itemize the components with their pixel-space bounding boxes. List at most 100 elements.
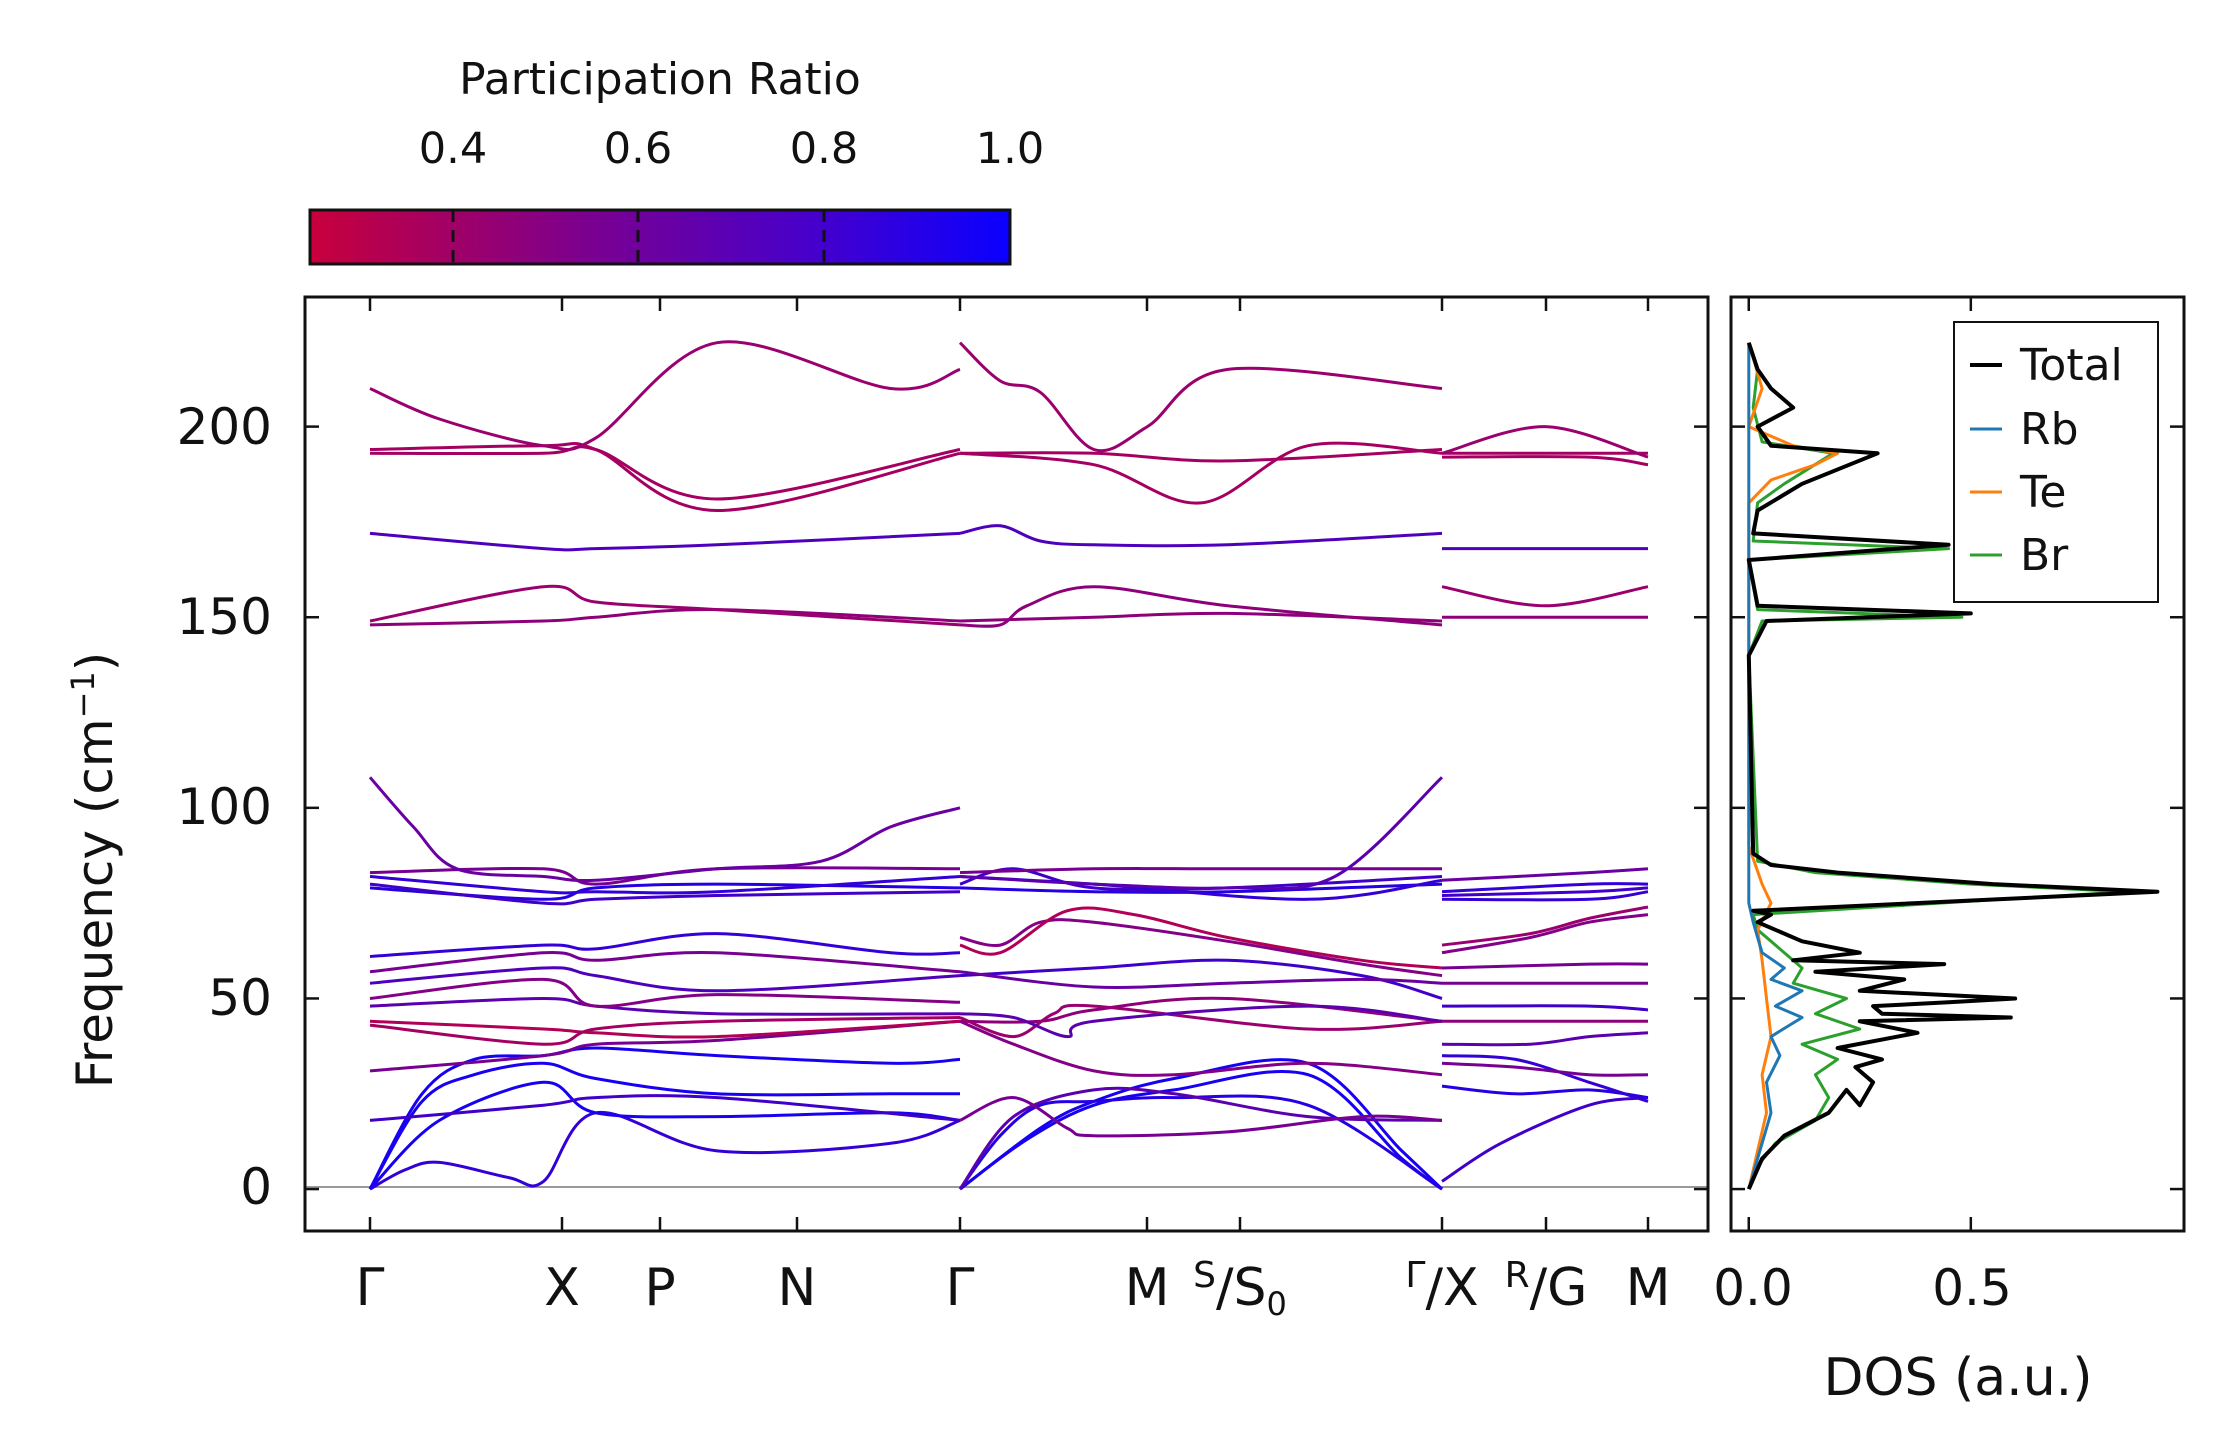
phonon-band <box>959 1004 1443 1039</box>
k-label-rg-top: R <box>1505 1255 1530 1296</box>
phonon-band <box>1441 867 1649 882</box>
phonon-band <box>959 776 1444 891</box>
k-label-s-subscript: 0 <box>1267 1285 1287 1323</box>
y-axis-label-main: Frequency (cm <box>66 718 124 1088</box>
phonon-band <box>1441 905 1649 947</box>
x-tick-label: 0.0 <box>1713 1259 1793 1317</box>
phonon-band <box>959 524 1443 548</box>
y-tick-label: 150 <box>177 588 272 646</box>
phonon-band <box>369 531 961 552</box>
k-label-m: M <box>1125 1258 1170 1318</box>
dos-series-total <box>1746 342 2160 1190</box>
colorbar: Participation Ratio 0.4 0.6 0.8 1.0 <box>308 54 1044 266</box>
phonon-band <box>369 932 961 958</box>
phonon-band <box>369 966 961 993</box>
legend-label-total: Total <box>2019 340 2123 391</box>
band-axis-ticks <box>305 297 1708 1231</box>
phonon-band <box>1441 1061 1649 1077</box>
phonon-band <box>959 1003 1443 1039</box>
phonon-band <box>959 918 1443 978</box>
phonon-band <box>369 875 961 895</box>
k-label-p: P <box>644 1258 675 1318</box>
phonon-band <box>959 441 1443 505</box>
k-label-gamma: Γ <box>946 1258 975 1318</box>
phonon-band <box>959 882 1443 894</box>
band-structure-panel: Frequency (cm−1) 0 50 100 150 200 Γ X P … <box>64 295 1710 1323</box>
phonon-band <box>959 867 1443 892</box>
phonon-band <box>1441 1096 1649 1183</box>
legend-label-rb: Rb <box>2020 404 2079 455</box>
phonon-band <box>1441 1004 1649 1012</box>
phonon-band <box>958 1094 1443 1191</box>
y-tick-label: 0 <box>240 1158 272 1216</box>
y-axis-label-close: ) <box>66 652 124 672</box>
y-axis-label-exponent: −1 <box>64 671 102 718</box>
phonon-band <box>369 977 961 1008</box>
y-tick-label: 50 <box>208 969 272 1027</box>
k-label-s-s0: S/S0 <box>1193 1255 1287 1323</box>
phonon-band <box>1441 882 1649 894</box>
k-label-gx-top: Γ <box>1405 1255 1425 1296</box>
y-axis-label: Frequency (cm−1) <box>64 652 124 1089</box>
band-lines <box>368 340 1649 1191</box>
phonon-band <box>959 1096 1443 1138</box>
phonon-band <box>369 340 961 451</box>
phonon-band <box>368 1061 960 1190</box>
phonon-band <box>958 341 1443 453</box>
y-tick-label: 100 <box>177 778 272 836</box>
phonon-band <box>369 441 961 513</box>
phonon-band <box>369 1019 961 1039</box>
k-label-s-bottom: /S <box>1216 1258 1267 1318</box>
phonon-band <box>959 970 1443 989</box>
k-label-m: M <box>1626 1258 1671 1318</box>
phonon-band <box>368 1046 961 1190</box>
colorbar-tick-label: 0.6 <box>604 124 672 174</box>
k-label-rg-bottom: /G <box>1530 1258 1588 1318</box>
dos-series-te <box>1747 342 1840 1190</box>
phonon-band <box>959 1058 1444 1191</box>
phonon-band <box>1441 1054 1649 1103</box>
phonon-band <box>369 1094 961 1122</box>
phonon-band <box>368 776 961 883</box>
phonon-band <box>959 611 1443 623</box>
phonon-band <box>369 608 961 627</box>
phonon-band <box>369 584 961 627</box>
colorbar-tick-label: 1.0 <box>976 124 1044 174</box>
dos-legend: Total Rb Te Br <box>1953 321 2159 603</box>
phonon-band <box>1441 425 1649 459</box>
k-label-gamma: Γ <box>356 1258 385 1318</box>
phonon-band <box>369 866 961 886</box>
phonon-band <box>959 1070 1443 1191</box>
dos-series-rb <box>1747 342 1804 1190</box>
phonon-band <box>1441 890 1649 902</box>
legend-label-te: Te <box>2019 467 2066 518</box>
x-axis-label: DOS (a.u.) <box>1824 1348 2093 1408</box>
phonon-band <box>369 445 961 501</box>
phonon-band <box>369 1110 961 1191</box>
colorbar-tick-label: 0.8 <box>790 124 858 174</box>
band-plot-frame <box>303 295 1710 1233</box>
dos-lines <box>1746 342 2160 1190</box>
phonon-band <box>369 950 961 974</box>
colorbar-label: Participation Ratio <box>459 54 861 105</box>
x-tick-label: 0.5 <box>1932 1259 2012 1317</box>
phonon-band <box>1441 886 1649 897</box>
k-label-gx-bottom: /X <box>1425 1258 1478 1318</box>
phonon-band <box>369 882 961 906</box>
phonon-band <box>369 1019 961 1073</box>
k-label-gamma-x: Γ/X <box>1405 1255 1478 1318</box>
dos-axis-ticks <box>1731 297 2184 1231</box>
phonon-band <box>1441 585 1649 608</box>
phonon-band <box>369 996 961 1016</box>
colorbar-tick-label: 0.4 <box>419 124 487 174</box>
y-tick-label: 200 <box>177 398 272 456</box>
dos-panel: 0.0 0.5 DOS (a.u.) Total Rb Te Br <box>1713 295 2186 1408</box>
k-label-s-top: S <box>1193 1255 1216 1296</box>
phonon-band <box>1441 455 1649 467</box>
phonon-band <box>959 906 1443 970</box>
colorbar-gradient <box>308 208 1012 266</box>
k-label-x: X <box>544 1258 580 1318</box>
phonon-band <box>1441 913 1649 955</box>
phonon-band <box>959 585 1443 628</box>
